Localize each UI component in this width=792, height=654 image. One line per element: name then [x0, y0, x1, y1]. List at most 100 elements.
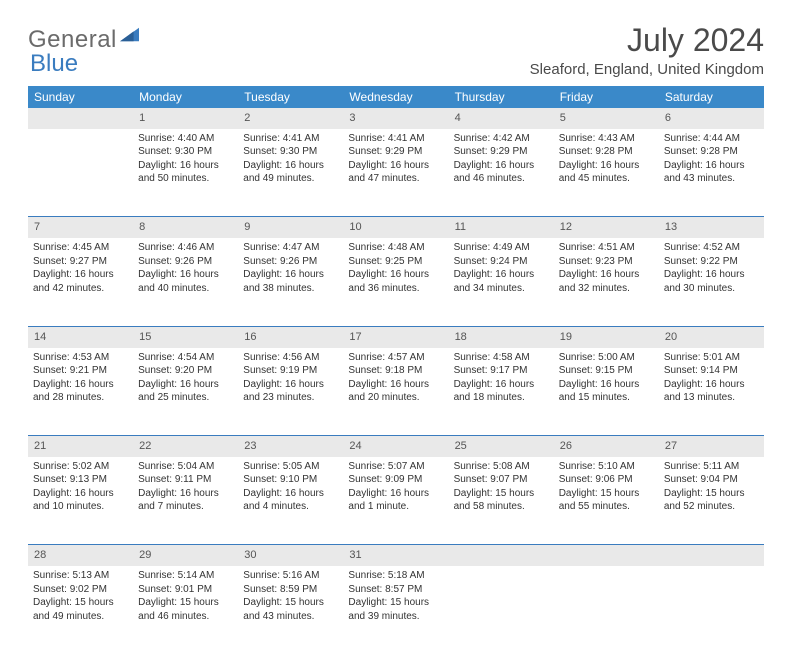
day-detail-line: Daylight: 16 hours — [33, 487, 128, 501]
day-detail-line: and 42 minutes. — [33, 282, 128, 296]
day-detail-line: Sunrise: 5:14 AM — [138, 569, 233, 583]
day-header: Saturday — [659, 86, 764, 108]
day-detail-line: Sunrise: 4:53 AM — [33, 351, 128, 365]
day-header: Friday — [554, 86, 659, 108]
day-detail-line: and 4 minutes. — [243, 500, 338, 514]
day-number-row: 78910111213 — [28, 217, 764, 238]
day-number — [28, 108, 133, 129]
day-number-row: 123456 — [28, 108, 764, 129]
day-detail-line: Sunrise: 4:54 AM — [138, 351, 233, 365]
day-detail-line: Sunrise: 4:46 AM — [138, 241, 233, 255]
day-cell: Sunrise: 5:11 AMSunset: 9:04 PMDaylight:… — [659, 457, 764, 545]
day-detail-line: and 20 minutes. — [348, 391, 443, 405]
day-detail-line: Daylight: 15 hours — [559, 487, 654, 501]
day-number: 25 — [449, 436, 554, 457]
brand-word-2: Blue — [30, 50, 78, 78]
day-detail-line: Daylight: 16 hours — [348, 159, 443, 173]
day-detail-line: Daylight: 16 hours — [33, 378, 128, 392]
day-number: 2 — [238, 108, 343, 129]
page-title: July 2024 — [530, 22, 764, 59]
day-detail-line: Sunrise: 5:05 AM — [243, 460, 338, 474]
day-detail-line: and 52 minutes. — [664, 500, 759, 514]
day-detail-line: Sunset: 9:22 PM — [664, 255, 759, 269]
day-detail-line: and 7 minutes. — [138, 500, 233, 514]
day-number: 22 — [133, 436, 238, 457]
day-detail-line: Daylight: 16 hours — [559, 159, 654, 173]
day-cell: Sunrise: 5:18 AMSunset: 8:57 PMDaylight:… — [343, 566, 448, 654]
day-cell: Sunrise: 4:48 AMSunset: 9:25 PMDaylight:… — [343, 238, 448, 326]
day-cell: Sunrise: 4:53 AMSunset: 9:21 PMDaylight:… — [28, 348, 133, 436]
day-detail-line: Daylight: 16 hours — [243, 378, 338, 392]
day-number-row: 21222324252627 — [28, 436, 764, 457]
day-detail-line: and 15 minutes. — [559, 391, 654, 405]
day-number: 18 — [449, 326, 554, 347]
day-cell: Sunrise: 5:13 AMSunset: 9:02 PMDaylight:… — [28, 566, 133, 654]
day-detail-line: Sunset: 9:04 PM — [664, 473, 759, 487]
day-detail-line: and 38 minutes. — [243, 282, 338, 296]
day-detail-line: Sunset: 9:14 PM — [664, 364, 759, 378]
day-number — [449, 545, 554, 566]
day-detail-line: Daylight: 16 hours — [138, 487, 233, 501]
day-detail-line: Sunset: 9:21 PM — [33, 364, 128, 378]
day-detail-line: Daylight: 16 hours — [664, 378, 759, 392]
day-detail-line: Sunset: 9:01 PM — [138, 583, 233, 597]
day-cell: Sunrise: 5:10 AMSunset: 9:06 PMDaylight:… — [554, 457, 659, 545]
day-detail-line: Sunrise: 5:01 AM — [664, 351, 759, 365]
day-number: 14 — [28, 326, 133, 347]
day-detail-line: Daylight: 16 hours — [348, 487, 443, 501]
day-detail-line: Sunrise: 5:16 AM — [243, 569, 338, 583]
day-cell: Sunrise: 4:57 AMSunset: 9:18 PMDaylight:… — [343, 348, 448, 436]
day-detail-line: and 47 minutes. — [348, 172, 443, 186]
day-detail-line: Sunset: 9:19 PM — [243, 364, 338, 378]
day-detail-line: Sunrise: 4:48 AM — [348, 241, 443, 255]
day-detail-line: Daylight: 16 hours — [559, 378, 654, 392]
day-cell: Sunrise: 4:56 AMSunset: 9:19 PMDaylight:… — [238, 348, 343, 436]
brand-word-2-wrap: Blue — [30, 50, 78, 78]
day-detail-line: and 30 minutes. — [664, 282, 759, 296]
day-header: Thursday — [449, 86, 554, 108]
day-header-row: Sunday Monday Tuesday Wednesday Thursday… — [28, 86, 764, 108]
day-detail-line: Sunset: 9:02 PM — [33, 583, 128, 597]
location-subtitle: Sleaford, England, United Kingdom — [530, 61, 764, 78]
day-number — [554, 545, 659, 566]
day-detail-line: Daylight: 16 hours — [243, 268, 338, 282]
day-number: 1 — [133, 108, 238, 129]
day-number: 3 — [343, 108, 448, 129]
day-detail-line: Sunset: 8:57 PM — [348, 583, 443, 597]
day-detail-line: Daylight: 16 hours — [664, 159, 759, 173]
day-number: 15 — [133, 326, 238, 347]
day-detail-line: Daylight: 16 hours — [138, 378, 233, 392]
day-detail-line: and 46 minutes. — [454, 172, 549, 186]
day-cell: Sunrise: 4:54 AMSunset: 9:20 PMDaylight:… — [133, 348, 238, 436]
day-detail-line: Sunrise: 4:47 AM — [243, 241, 338, 255]
day-detail-line: and 28 minutes. — [33, 391, 128, 405]
week-content-row: Sunrise: 4:40 AMSunset: 9:30 PMDaylight:… — [28, 129, 764, 217]
day-number: 27 — [659, 436, 764, 457]
day-detail-line: Sunrise: 5:18 AM — [348, 569, 443, 583]
day-cell: Sunrise: 4:46 AMSunset: 9:26 PMDaylight:… — [133, 238, 238, 326]
day-number: 23 — [238, 436, 343, 457]
day-header: Monday — [133, 86, 238, 108]
day-cell: Sunrise: 4:52 AMSunset: 9:22 PMDaylight:… — [659, 238, 764, 326]
day-detail-line: Sunset: 8:59 PM — [243, 583, 338, 597]
day-detail-line: Sunset: 9:30 PM — [138, 145, 233, 159]
day-detail-line: and 40 minutes. — [138, 282, 233, 296]
day-detail-line: Sunrise: 4:41 AM — [243, 132, 338, 146]
day-cell: Sunrise: 4:51 AMSunset: 9:23 PMDaylight:… — [554, 238, 659, 326]
day-detail-line: and 13 minutes. — [664, 391, 759, 405]
day-detail-line: Sunset: 9:13 PM — [33, 473, 128, 487]
day-detail-line: Daylight: 16 hours — [454, 268, 549, 282]
day-number: 21 — [28, 436, 133, 457]
day-detail-line: Sunset: 9:29 PM — [454, 145, 549, 159]
day-detail-line: and 10 minutes. — [33, 500, 128, 514]
day-detail-line: Sunset: 9:24 PM — [454, 255, 549, 269]
day-cell: Sunrise: 4:49 AMSunset: 9:24 PMDaylight:… — [449, 238, 554, 326]
day-number: 11 — [449, 217, 554, 238]
day-header: Sunday — [28, 86, 133, 108]
day-detail-line: Sunset: 9:25 PM — [348, 255, 443, 269]
day-number: 16 — [238, 326, 343, 347]
day-detail-line: and 50 minutes. — [138, 172, 233, 186]
day-detail-line: Sunrise: 4:45 AM — [33, 241, 128, 255]
day-cell: Sunrise: 4:43 AMSunset: 9:28 PMDaylight:… — [554, 129, 659, 217]
day-detail-line: Sunset: 9:27 PM — [33, 255, 128, 269]
